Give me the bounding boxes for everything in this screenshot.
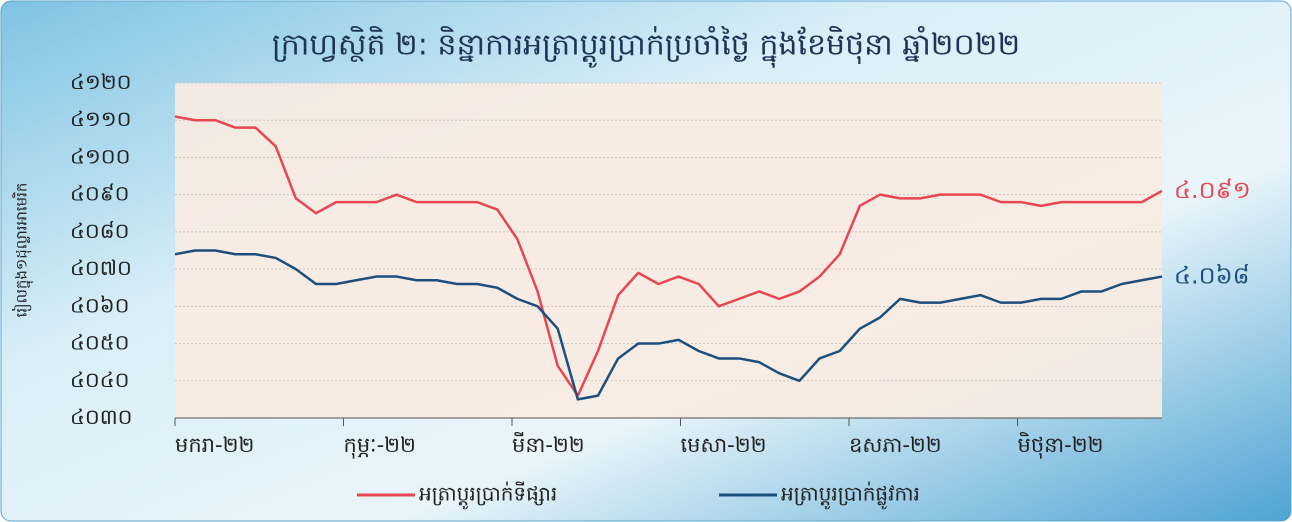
value-label: ៤.០៦៨ — [1174, 262, 1250, 290]
y-axis-label: រៀលក្នុង១ដុល្លារអាមេរិក — [12, 183, 34, 318]
y-tick-label: ៤០៨០ — [70, 219, 129, 243]
plot-area — [175, 83, 1162, 418]
series-line — [174, 115, 1163, 397]
y-tick-label: ៤០៧០ — [70, 256, 132, 280]
x-tick-label: មករា-២២ — [175, 433, 254, 457]
y-tick-label: ៤០៥០ — [70, 331, 129, 355]
y-tick-label: ៤១០០ — [70, 144, 131, 168]
legend-label: អត្រាប្តូរប្រាក់ទីផ្សារ — [419, 481, 557, 510]
chart-title: ក្រាហ្វស្ថិតិ ២: និន្នាការអត្រាប្តូរប្រា… — [272, 26, 1020, 69]
x-tick-label: មេសា-២២ — [681, 433, 767, 457]
x-tick-label: មីនា-២២ — [512, 432, 585, 457]
x-tick-label: ឧសភា-២២ — [849, 433, 942, 457]
x-tick-label: មិថុនា-២២ — [1018, 432, 1104, 459]
y-tick-label: ៤០៣០ — [70, 405, 133, 429]
y-tick-label: ៤១១០ — [70, 107, 132, 131]
y-tick-label: ៤១២០ — [70, 70, 132, 94]
series-line — [174, 249, 1163, 401]
y-tick-label: ៤០៤០ — [70, 368, 129, 392]
x-tick-label: កុម្ភៈ-២២ — [344, 433, 416, 459]
y-tick-label: ៤០៩០ — [70, 182, 129, 206]
y-tick-label: ៤០៦០ — [70, 293, 129, 317]
value-label: ៤.០៩១ — [1174, 176, 1251, 204]
legend-label: អត្រាប្តូរប្រាក់ផ្លូវការ — [781, 481, 920, 510]
